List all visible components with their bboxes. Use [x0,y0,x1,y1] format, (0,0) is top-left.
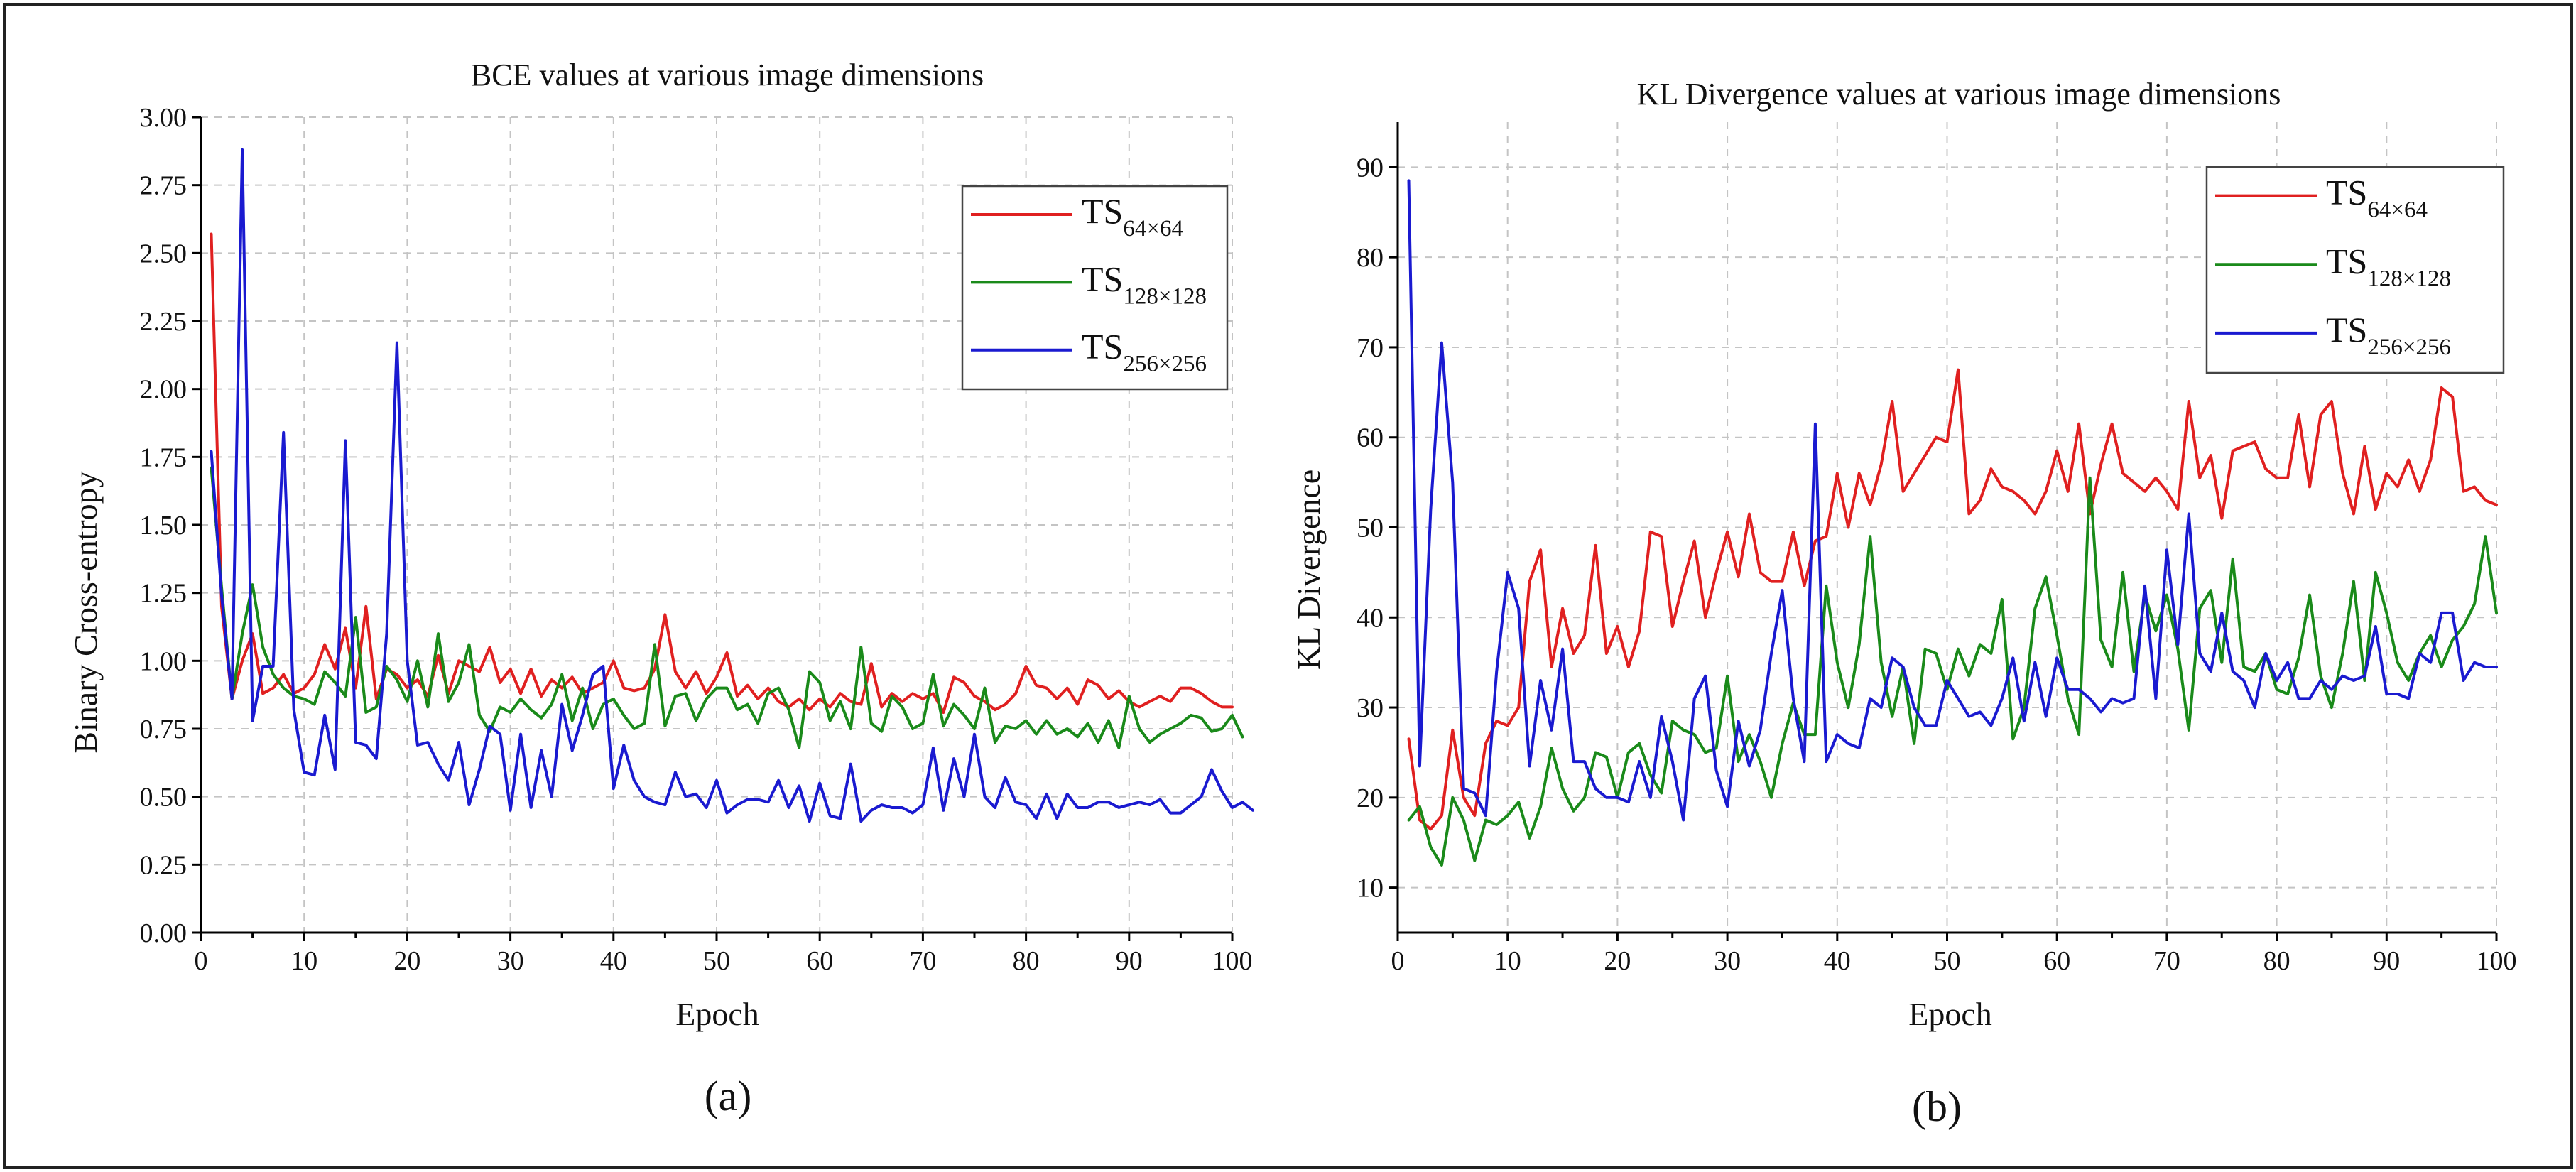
y-tick-label: 50 [1357,514,1384,543]
x-tick-label: 100 [1212,946,1253,976]
y-tick-label: 0.50 [140,783,188,813]
series-group-b [1407,179,2498,867]
axis-lines [200,117,1232,934]
y-tick-label: 70 [1357,333,1384,363]
y-tick-label: 80 [1357,243,1384,273]
legend-a: TS64×64 TS128×128 TS256×256 [961,185,1229,391]
y-axis-title-b: KL Divergence [1290,470,1327,670]
series-line-ts128 [1407,476,2498,867]
x-tick-label: 10 [1494,946,1521,976]
legend-label-ts64: TS64×64 [2326,173,2428,223]
y-tick-label: 0.25 [140,850,188,880]
x-tick-label: 20 [1604,946,1631,976]
y-tick-label: 40 [1357,603,1384,633]
legend-box [961,185,1229,391]
x-tick-label: 0 [195,946,208,976]
y-tick-label: 2.50 [140,239,188,268]
x-tick-label: 100 [2477,946,2517,976]
y-tick-label: 10 [1357,874,1384,904]
legend-label-ts64: TS64×64 [1082,191,1183,242]
x-tick-label: 40 [1824,946,1851,976]
x-axis-title-a: Epoch [675,996,759,1032]
y-tick-label: 1.00 [140,646,188,676]
x-tick-label: 10 [290,946,317,976]
y-tick-label: 90 [1357,153,1384,183]
x-tick-label: 0 [1391,946,1405,976]
y-tick-label: 1.75 [140,443,188,472]
axes-b: 10 20 30 40 50 60 70 80 90 0 10 20 30 40 50 60 70 80 90 100 [1357,122,2517,976]
y-tick-label: 0.75 [140,715,188,744]
x-tick-label: 60 [2043,946,2070,976]
x-tick-label: 30 [497,946,524,976]
y-tick-label: 30 [1357,693,1384,723]
x-tick-label: 80 [1013,946,1040,976]
figure-border [3,3,2573,1169]
y-tick-label: 3.00 [140,103,188,133]
y-tick-label: 1.25 [140,579,188,609]
legend-label-ts128: TS128×128 [2326,241,2451,291]
series-line-ts64 [1407,368,2498,831]
x-tick-label: 40 [600,946,627,976]
series-line-ts256 [1407,179,2498,822]
chart-title-b: KL Divergence values at various image di… [1637,77,2281,112]
x-tick-label: 90 [2373,946,2400,976]
y-tick-label: 1.50 [140,511,188,541]
x-tick-label: 90 [1116,946,1143,976]
y-axis-title-a: Binary Cross-entropy [67,471,104,753]
y-tick-label: 2.00 [140,375,188,405]
legend-b: TS64×64 TS128×128 TS256×256 [2205,166,2505,374]
x-tick-label: 80 [2263,946,2290,976]
axes-a: 0.00 0.25 0.50 0.75 1.00 1.25 1.50 1.75 2.00 2.25… [140,103,1253,976]
y-tick-label: 2.25 [140,307,188,337]
legend-label-ts256: TS256×256 [1082,327,1207,377]
legend-label-ts128: TS128×128 [1082,259,1207,309]
chart-title-a: BCE values at various image dimensions [471,58,984,92]
x-tick-label: 70 [2153,946,2180,976]
legend-label-ts256: TS256×256 [2326,310,2451,360]
series-group-a [210,148,1254,823]
legend-box [2205,166,2505,374]
x-tick-label: 50 [1934,946,1961,976]
series-line-ts256 [210,148,1254,823]
x-tick-label: 60 [806,946,833,976]
axis-lines [1396,122,2496,934]
panel-a: BCE values at various image dimensions E… [67,58,1254,1119]
y-tick-label: 60 [1357,423,1384,453]
panel-label-b: (b) [1912,1083,1962,1130]
x-axis-title-b: Epoch [1908,996,1992,1032]
x-tick-label: 70 [909,946,936,976]
panel-b: KL Divergence values at various image di… [1290,77,2517,1130]
y-tick-label: 20 [1357,783,1384,813]
y-tick-label: 2.75 [140,171,188,201]
x-tick-label: 30 [1714,946,1741,976]
x-tick-label: 20 [393,946,420,976]
y-tick-label: 0.00 [140,918,188,948]
panel-label-a: (a) [705,1073,752,1119]
x-tick-label: 50 [703,946,730,976]
